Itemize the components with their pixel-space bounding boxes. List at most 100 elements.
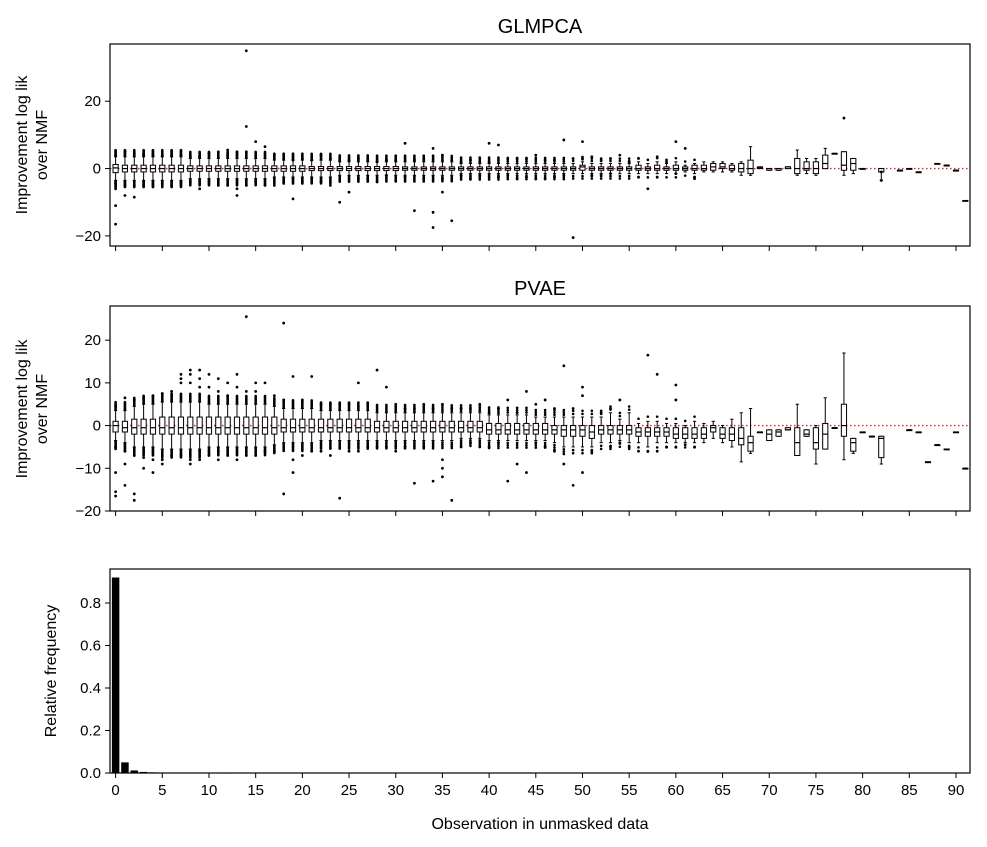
- outlier-point: [534, 408, 538, 412]
- outlier-point: [515, 406, 519, 410]
- outlier-point: [478, 160, 482, 164]
- y-tick-label: 0.8: [80, 595, 101, 612]
- outlier-point: [413, 158, 416, 162]
- outlier-point: [319, 153, 323, 157]
- box-iqr: [803, 429, 810, 437]
- outlier-point: [693, 158, 696, 162]
- box-iqr: [467, 420, 474, 433]
- outlier-point: [413, 180, 416, 183]
- outlier-point: [114, 222, 118, 226]
- outlier-point: [375, 154, 379, 157]
- outlier-point: [674, 140, 678, 144]
- outlier-point: [422, 157, 426, 160]
- outlier-point: [347, 402, 351, 406]
- box-iqr: [775, 429, 782, 437]
- box-iqr: [299, 418, 306, 433]
- boxplot-glmpca-x79: [850, 157, 857, 175]
- outlier-point: [366, 177, 370, 181]
- outlier-point: [497, 407, 500, 410]
- outlier-point: [403, 175, 407, 179]
- boxplot-glmpca-x15: [252, 140, 259, 187]
- outlier-point: [123, 483, 127, 487]
- outlier-point: [506, 446, 510, 449]
- box-iqr: [682, 427, 689, 439]
- outlier-point: [198, 458, 202, 462]
- boxplot-pvae-x89: [943, 448, 950, 451]
- outlier-point: [114, 445, 118, 449]
- boxplot-glmpca-x6: [168, 148, 175, 189]
- box-iqr: [728, 164, 735, 171]
- boxplot-pvae-x49: [570, 407, 577, 487]
- box-iqr: [822, 422, 829, 450]
- outlier-point: [441, 466, 444, 470]
- outlier-point: [207, 180, 211, 184]
- boxplot-glmpca-x62: [691, 158, 698, 181]
- outlier-point: [543, 441, 547, 445]
- box-iqr: [700, 427, 707, 439]
- outlier-point: [590, 177, 594, 180]
- outlier-point: [665, 160, 668, 164]
- outlier-point: [403, 141, 407, 145]
- outlier-point: [646, 187, 650, 191]
- outlier-point: [562, 156, 566, 160]
- boxplot-glmpca-x25: [345, 154, 353, 194]
- boxplot-glmpca-x72: [784, 166, 792, 170]
- outlier-point: [553, 177, 556, 181]
- outlier-point: [618, 398, 622, 402]
- outlier-point: [487, 407, 491, 411]
- outlier-point: [655, 175, 659, 179]
- x-tick-label: 70: [761, 782, 778, 799]
- boxplot-glmpca-x51: [588, 155, 595, 180]
- x-ticks-pvae: [115, 511, 957, 516]
- box-iqr: [177, 416, 185, 435]
- outlier-point: [328, 184, 332, 187]
- outlier-point: [637, 449, 640, 453]
- boxplot-pvae-x11: [215, 377, 222, 462]
- box-iqr: [738, 427, 745, 446]
- box-iqr: [224, 416, 231, 435]
- outlier-point: [160, 458, 164, 462]
- outlier-point: [562, 158, 566, 162]
- outlier-point: [384, 173, 388, 177]
- outlier-point: [207, 372, 211, 376]
- outlier-point: [599, 158, 603, 162]
- outlier-point: [450, 446, 454, 450]
- outlier-point: [263, 381, 267, 385]
- outlier-point: [198, 377, 202, 381]
- outlier-point: [394, 178, 398, 182]
- outlier-point: [413, 481, 416, 485]
- outlier-point: [291, 449, 295, 453]
- boxplot-pvae-x48: [560, 364, 567, 466]
- x-tick-label: 20: [294, 782, 311, 799]
- boxplot-pvae-x63: [700, 422, 707, 444]
- boxplot-pvae-x68: [747, 408, 754, 454]
- box-iqr: [327, 418, 334, 433]
- boxplot-glmpca-x77: [831, 152, 838, 155]
- outlier-point: [459, 178, 463, 181]
- outlier-point: [459, 173, 463, 177]
- outlier-point: [282, 492, 286, 496]
- outlier-point: [655, 449, 659, 453]
- boxplot-pvae-x31: [401, 403, 409, 450]
- outlier-point: [132, 152, 136, 155]
- outlier-point: [534, 446, 538, 449]
- outlier-point: [170, 456, 173, 459]
- outlier-point: [590, 451, 594, 455]
- outlier-point: [478, 402, 482, 406]
- outlier-point: [422, 402, 426, 406]
- boxplot-pvae-x27: [364, 401, 371, 450]
- outlier-point: [627, 408, 631, 411]
- outlier-point: [170, 390, 174, 393]
- outlier-point: [254, 394, 257, 398]
- outlier-point: [114, 400, 117, 404]
- outlier-point: [142, 466, 146, 470]
- outlier-point: [534, 153, 538, 157]
- outlier-point: [609, 445, 612, 449]
- outlier-point: [291, 158, 295, 162]
- outlier-point: [609, 159, 612, 163]
- box-iqr: [812, 161, 820, 175]
- box-iqr: [672, 164, 679, 171]
- box-iqr: [383, 420, 390, 433]
- outlier-point: [431, 403, 435, 407]
- boxplot-glmpca-x7: [177, 148, 185, 189]
